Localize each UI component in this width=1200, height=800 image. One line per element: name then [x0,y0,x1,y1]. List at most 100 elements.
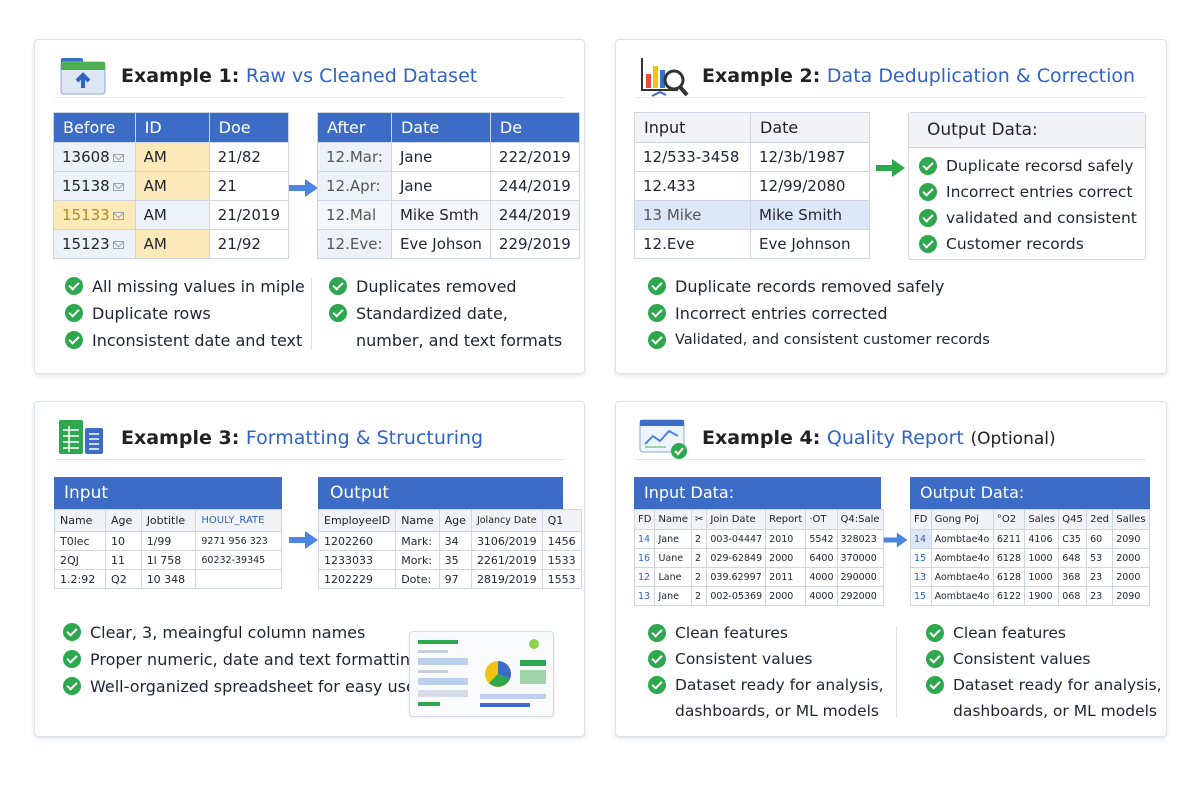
table-row: 12.Eve Eve Johnson [634,229,870,259]
column-header: ✂ [690,509,708,530]
table-cell: 15133 [53,200,136,230]
title-prefix: Example 1: [121,64,240,87]
table-cell: 1202260 [317,531,397,551]
table-cell: AM [134,171,210,201]
column-header: Name [654,509,692,530]
table-cell: 15 [910,586,932,606]
list-item: Consistent values [926,646,1162,672]
divider [311,278,312,350]
table-cell: 34 [438,531,472,551]
table-cell: 21/92 [208,229,290,259]
table-cell: Aombtae4o [930,548,994,568]
table-cell: 1.2:92 [53,569,107,589]
table-cell: 21 [208,171,290,201]
table-cell: 14 [633,529,656,549]
column-header: Name [53,509,107,532]
column-header: 2ed [1086,509,1114,530]
input-table-title: Input [54,477,282,509]
column-header: °O2 [992,509,1026,530]
column-header: Date [390,112,491,143]
column-header: Jolancy Date [470,509,543,532]
example-4-header: Example 4: Quality Report (Optional) [636,416,1146,460]
table-cell: AM [134,229,210,259]
table-row: 12.Mal Mike Smth 244/2019 [317,200,580,230]
table-cell: 1233033 [317,550,397,570]
example-1-title: Example 1: Raw vs Cleaned Dataset [121,65,477,87]
output-table: FD Gong Poj °O2 Sales Q45 2ed Salles 14 … [910,509,1150,606]
check-icon [65,331,83,349]
table-cell: 60232-39345 [195,550,282,570]
dashboard-thumbnail-icon [409,631,554,717]
table-cell: AM [134,200,210,230]
table-cell: 2011 [765,567,807,587]
check-icon [926,676,944,694]
example-2-title: Example 2: Data Deduplication & Correcti… [702,65,1135,87]
table-cell: 14 [910,529,932,549]
table-cell: 60 [1086,529,1114,549]
table-cell: Mark: [395,531,440,551]
list-item: Clean features [648,620,884,646]
table-cell: 648 [1058,548,1088,568]
list-item: Inconsistent date and text [65,327,305,354]
check-icon [63,677,81,695]
column-header: ·OT [805,509,838,530]
example-2-header: Example 2: Data Deduplication & Correcti… [636,54,1146,98]
table-cell: 97 [438,569,472,589]
table-cell: 1000 [1024,567,1060,587]
table-row: 13608 AM 21/82 [53,142,290,172]
table-row: 12 Lane 2 039.62997 2011 4000 290000 [633,567,884,587]
list-item: All missing values in miple [65,273,305,300]
chart-magnifier-icon [636,54,690,98]
check-icon [648,650,666,668]
table-cell: 002-05369 [706,586,767,606]
column-header: FD [910,509,932,530]
title-prefix: Example 2: [702,64,821,87]
table-row: 12.Eve: Eve Johson 229/2019 [317,229,580,259]
table-cell: 2000 [1112,548,1150,568]
table-row: 13 Aombtae4o 6128 1000 368 23 2000 [910,567,1150,587]
table-row: 14 Aombtae4o 6211 4106 C35 60 2090 [910,529,1150,549]
table-cell: Jane [390,171,491,201]
arrow-right-icon [289,179,318,197]
table-cell: 1456 [541,531,582,551]
table-cell: 2 [690,567,708,587]
table-cell: 229/2019 [489,229,580,259]
table-cell: Aombtae4o [930,586,994,606]
check-icon [648,304,666,322]
table-cell: Mork: [395,550,440,570]
table-cell: Uane [654,548,692,568]
arrow-right-icon [883,532,908,548]
output-table: EmployeeID Name Age Jolancy Date Q1 1202… [317,509,582,589]
title-prefix: Example 3: [121,426,240,449]
check-icon [648,331,666,349]
title-accent: Formatting & Structuring [245,426,484,449]
table-cell: 1900 [1024,586,1060,606]
list-item: Well-organized spreadsheet for easy use [63,673,420,700]
output-table-title: Output Data: [910,477,1150,509]
column-header: Jobtitle [140,509,197,532]
table-cell: 12.Eve: [317,229,392,259]
table-cell: 2 [690,548,708,568]
table-cell: Aombtae4o [930,529,994,549]
table-cell [195,569,282,589]
table-cell: 2000 [765,586,807,606]
title-prefix: Example 4: [702,426,821,449]
after-table: After Date De 12.Mar: Jane 222/2019 12.A… [317,112,580,259]
table-cell: Mike Smith [750,200,870,230]
table-cell: 6128 [992,567,1026,587]
column-header: HOULY_RATE [195,509,282,532]
input-table: Input Date 12/533-3458 12/3b/1987 12.433… [634,112,870,259]
table-row: T0lec 10 1/99 9271 956 323 [53,531,282,551]
table-cell: Aombtae4o [930,567,994,587]
table-cell: 53 [1086,548,1114,568]
column-header: Salles [1112,509,1150,530]
table-cell: C35 [1058,529,1088,549]
column-header: Age [105,509,142,532]
column-header: EmployeeID [317,509,397,532]
list-item: Clear, 3, meaingful column names [63,619,420,646]
table-row: 12.433 12/99/2080 [634,171,870,201]
check-icon [919,209,937,227]
table-cell: 6128 [992,548,1026,568]
column-header: Q45 [1058,509,1088,530]
check-icon [926,650,944,668]
